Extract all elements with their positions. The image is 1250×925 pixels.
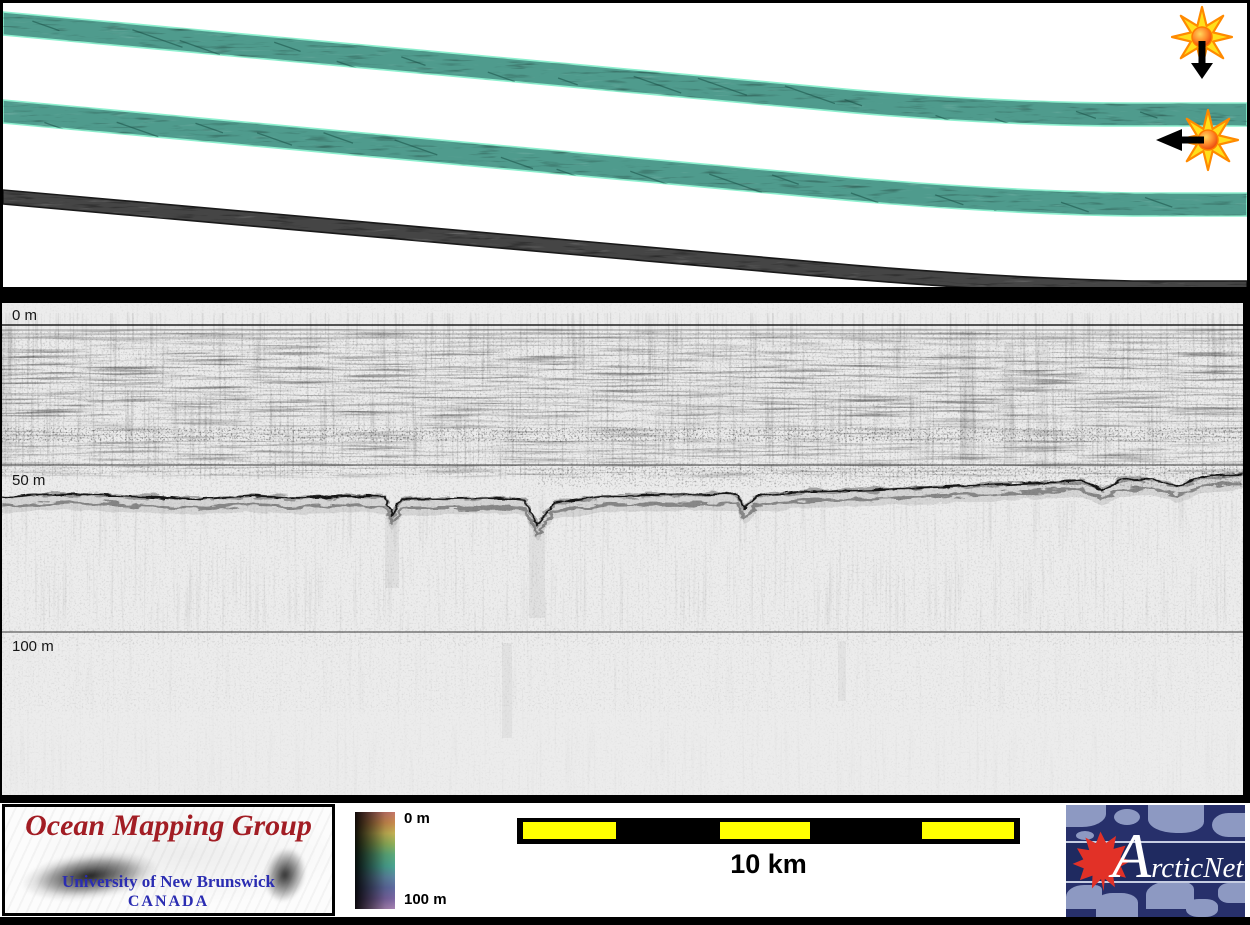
echogram-panel: 0 m 50 m 100 m [0, 290, 1250, 803]
swath-tracks [3, 11, 1247, 287]
arrow-left-head-icon [1156, 129, 1182, 151]
arctic-landmass [1218, 883, 1245, 903]
seafloor-subbottom-band [2, 474, 1243, 541]
omg-subtitle: University of New Brunswick [62, 872, 275, 891]
echogram-canvas: 0 m 50 m 100 m [2, 303, 1243, 795]
arcticnet-logo: ArcticNet [1066, 805, 1245, 917]
ship-position-marker [1156, 108, 1240, 172]
arctic-landmass [1114, 809, 1140, 825]
scalebar-segment [523, 822, 616, 839]
omg-logo: Ocean Mapping Group University of New Br… [2, 804, 335, 916]
footer-bar: Ocean Mapping Group University of New Br… [0, 803, 1250, 917]
map-scalebar [517, 818, 1020, 844]
depth-label: 50 m [12, 472, 45, 489]
scalebar-segment [720, 822, 810, 839]
arctic-landmass [1066, 805, 1106, 827]
swath-markers [1156, 5, 1240, 172]
omg-country: CANADA [127, 893, 210, 910]
arrow-down-head-icon [1191, 63, 1213, 79]
arctic-landmass [1148, 805, 1204, 833]
echogram-noise [2, 303, 1243, 795]
colorbar-bottom-label: 100 m [404, 891, 447, 908]
depth-colorbar [355, 812, 395, 909]
maple-leaf-icon [1072, 831, 1132, 892]
arctic-landmass [1186, 899, 1218, 917]
depth-label: 0 m [12, 307, 37, 324]
scalebar-label: 10 km [730, 849, 807, 879]
subbottom-reflector [2, 481, 1243, 537]
ship-position-marker [1170, 5, 1234, 79]
arctic-landmass [1212, 813, 1245, 837]
scalebar-segment [922, 822, 1014, 839]
seafloor-reflector [2, 473, 1243, 527]
arcticnet-title: ArcticNet [1112, 820, 1244, 891]
swath-map-panel [0, 0, 1250, 290]
arctic-landmass [1076, 831, 1094, 840]
omg-title: Ocean Mapping Group [25, 809, 312, 842]
depth-label: 100 m [12, 638, 54, 655]
echogram-data: 0 m 50 m 100 m [2, 307, 1243, 655]
arctic-landmass [1096, 893, 1138, 917]
colorbar-top-label: 0 m [404, 810, 430, 827]
swath-map-canvas [3, 5, 1247, 287]
